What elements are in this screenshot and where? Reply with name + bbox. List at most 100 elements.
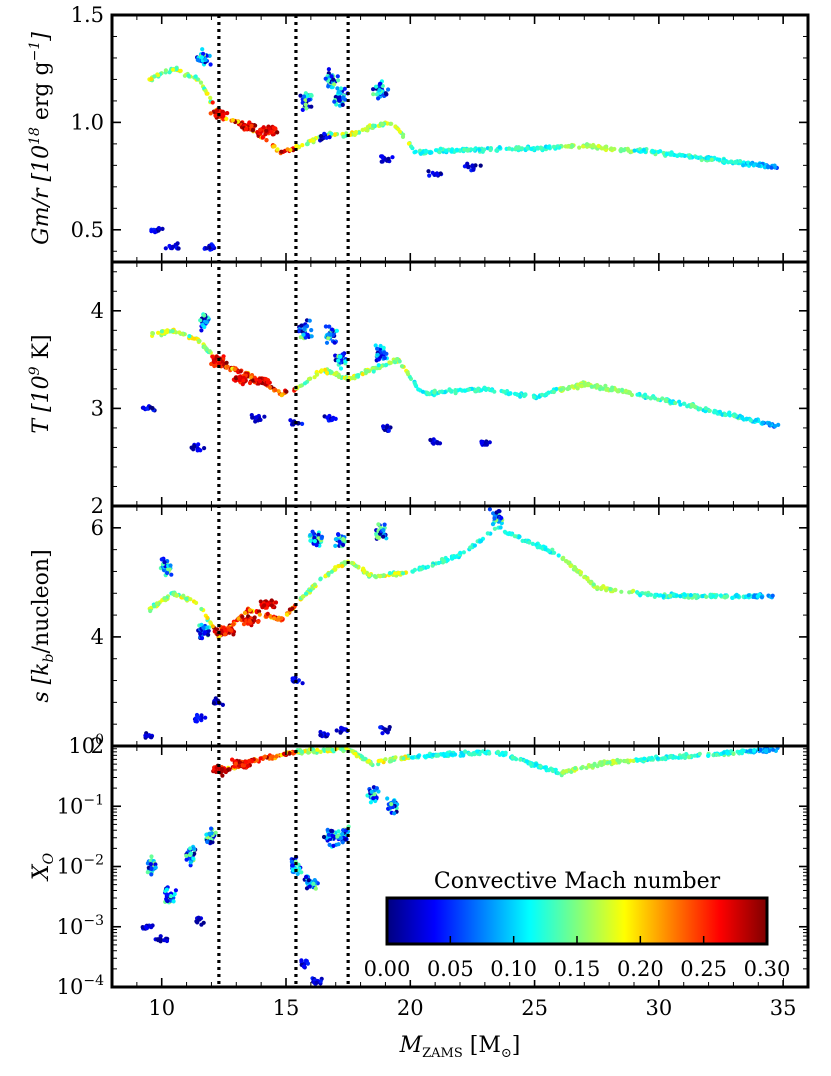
data-point [326,572,331,577]
data-point [527,540,532,545]
data-point [356,373,361,378]
data-point [148,924,153,929]
data-point [290,863,295,868]
data-point [318,732,323,738]
x-axis-label: MZAMS [M⊙] [399,1033,521,1061]
data-point [312,535,317,540]
data-point [188,851,193,856]
data-point [369,789,374,794]
data-point [143,924,148,930]
data-point [418,567,423,572]
data-point [383,91,388,96]
data-point [635,392,640,397]
data-point [721,750,726,755]
data-point [390,155,395,160]
data-point [330,747,335,753]
data-point [247,608,252,613]
data-point [204,320,209,325]
data-point [170,244,175,249]
data-point [202,446,207,451]
data-point [425,564,431,570]
data-point [335,86,340,91]
data-point [454,147,460,152]
data-point [409,755,415,760]
data-point [156,226,161,231]
data-point [152,74,157,79]
data-point [718,593,724,598]
y-tick-label: 10−1 [57,792,104,818]
data-point [362,569,367,574]
data-point [741,163,746,168]
data-point [159,329,164,334]
colorbar-tick-label: 0.20 [617,957,664,981]
data-point [528,761,533,766]
data-point [162,596,167,601]
data-point [387,571,392,576]
data-point [314,980,319,985]
data-point [340,840,345,845]
data-point [341,95,346,100]
data-point [758,747,763,753]
data-point [564,559,569,564]
data-point [149,854,154,859]
data-point [240,614,245,619]
data-point [730,595,735,601]
data-point [333,132,338,137]
data-point [247,380,253,386]
data-point [748,418,753,423]
data-point [321,834,327,840]
data-point [551,389,557,395]
data-point [437,150,442,155]
data-point [296,678,301,683]
data-point [328,332,333,337]
data-point [168,894,173,899]
data-point [220,112,225,117]
data-point [301,332,306,337]
data-point [303,591,309,596]
data-point [180,331,185,336]
data-point [242,610,248,616]
data-point [381,424,386,429]
data-point [177,330,182,335]
data-point [422,754,427,759]
data-point [195,919,200,924]
data-point [264,128,269,133]
data-point [343,837,348,842]
data-point [152,604,157,609]
data-point [285,147,290,152]
data-point [427,173,432,178]
data-point [700,594,705,599]
data-point [391,799,396,804]
panel-gm_r-ylabel: Gm/r [1018 erg g−1] [27,32,54,245]
data-point [309,328,314,333]
data-point [430,170,435,175]
data-point [376,96,381,101]
data-point [416,754,421,759]
data-point [436,560,441,566]
data-point [225,111,230,116]
data-point [595,585,600,590]
data-point [703,406,708,411]
data-point [166,567,171,572]
data-point [467,751,472,757]
data-point [727,410,732,415]
x-tick-label: 10 [148,996,175,1020]
data-point [205,625,210,630]
data-point [533,762,539,767]
data-point [375,352,380,357]
data-point [542,765,547,770]
data-point [728,159,734,164]
data-point [383,727,388,732]
data-point [613,587,618,593]
data-point [472,147,477,152]
data-point [595,384,600,389]
data-point [224,360,229,365]
data-point [756,163,762,168]
data-point [303,98,308,103]
data-point [264,138,269,143]
data-point [445,752,450,757]
data-point [156,330,161,335]
data-point [733,159,738,165]
data-point [186,73,191,78]
data-point [704,594,709,600]
